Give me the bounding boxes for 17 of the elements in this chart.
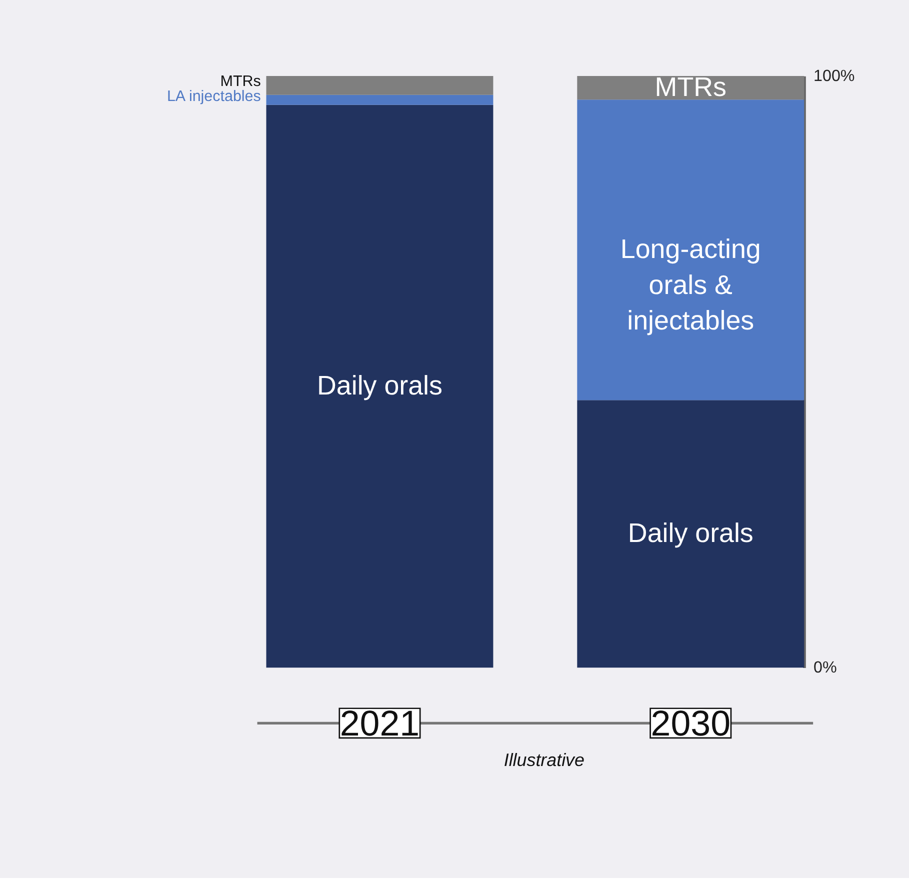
- text: Daily orals: [628, 518, 754, 548]
- y-tick-label: 0%: [814, 658, 837, 677]
- bar: [577, 76, 804, 100]
- bar: [577, 100, 804, 400]
- series-label: Daily orals: [317, 370, 442, 400]
- bar: [266, 94, 494, 105]
- text: Illustrative: [504, 750, 584, 770]
- series-label: MTRs: [654, 72, 726, 102]
- y-tick-label: 100%: [814, 66, 855, 85]
- x-tick-label: 2030: [650, 704, 731, 744]
- x-tick-label: 2021: [340, 704, 420, 744]
- bar: [266, 104, 494, 668]
- bar: [266, 76, 494, 95]
- bar: [577, 400, 804, 668]
- annotation: MTRs: [220, 72, 262, 90]
- annotation: LA injectables: [166, 88, 262, 106]
- series-label: Long-acting orals & injectables: [620, 234, 761, 336]
